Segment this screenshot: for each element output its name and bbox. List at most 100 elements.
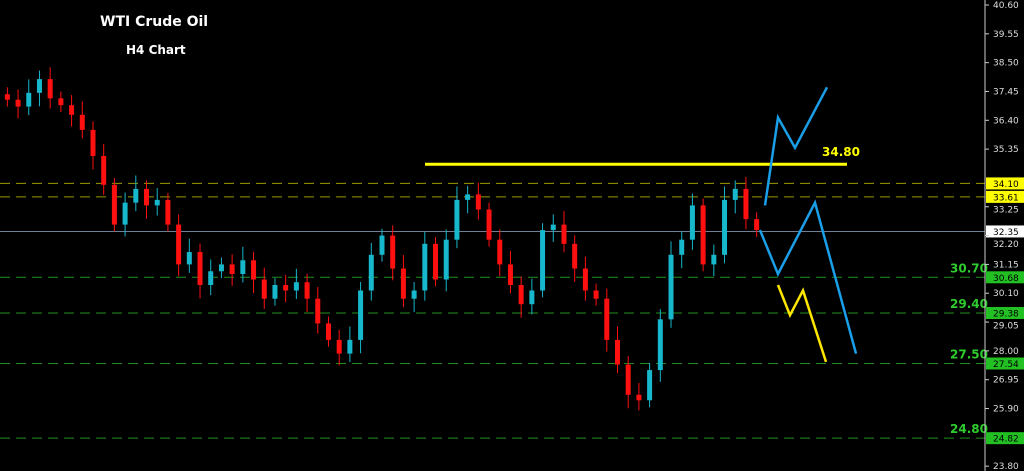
y-tick-label: 33.25 (993, 205, 1019, 215)
y-tick-label: 37.45 (993, 87, 1019, 97)
bear-candle (304, 282, 310, 299)
bear-candle (197, 252, 203, 285)
bear-candle (101, 155, 107, 185)
bear-candle (561, 224, 567, 244)
bear-candle (486, 209, 492, 240)
bear-candle (700, 205, 706, 265)
bull-candle (240, 260, 246, 275)
bull-candle (732, 188, 738, 200)
bear-candle (518, 284, 524, 305)
bear-candle (283, 284, 289, 291)
bear-candle (625, 364, 631, 395)
level-annotation: 29.40 (950, 297, 988, 311)
bear-candle (593, 290, 599, 299)
bull-candle (293, 282, 299, 291)
bear-candle (111, 184, 117, 225)
bear-candle (315, 298, 321, 324)
y-tick-label: 29.05 (993, 321, 1019, 331)
resistance-label: 34.80 (822, 145, 860, 159)
level-annotation: 24.80 (950, 422, 988, 436)
bull-candle (208, 271, 214, 285)
y-tick-label: 35.35 (993, 145, 1019, 155)
bull-candle (36, 79, 42, 93)
level-price-label: 27.54 (993, 360, 1019, 370)
level-price-tag (986, 271, 1024, 284)
bull-candle (540, 230, 546, 291)
bull-candle (133, 188, 139, 203)
bear-candle (636, 394, 642, 401)
level-price-tag (986, 306, 1024, 319)
level-price-label: 32.35 (993, 228, 1019, 238)
chart-subtitle: H4 Chart (126, 43, 186, 57)
y-tick-label: 36.40 (993, 116, 1019, 126)
y-tick-label: 32.20 (993, 240, 1019, 250)
bull-candle (465, 194, 471, 200)
bull-candle (550, 224, 556, 231)
bull-candle (154, 199, 160, 206)
level-price-label: 29.38 (993, 309, 1019, 319)
bear-candle (754, 219, 760, 231)
chart-title: WTI Crude Oil (100, 14, 209, 30)
bear-candle (176, 224, 182, 265)
level-price-tag (986, 225, 1024, 238)
bear-candle (475, 194, 481, 210)
bull-candle (689, 205, 695, 240)
level-price-tag (986, 177, 1024, 190)
bull-candle (411, 290, 417, 299)
bull-candle (711, 254, 717, 265)
bear-candle (336, 339, 342, 354)
bear-candle (58, 98, 64, 106)
bull-candle (647, 370, 653, 401)
bull-candle (443, 239, 449, 280)
y-tick-label: 40.60 (993, 1, 1019, 11)
y-tick-label: 31.15 (993, 260, 1019, 270)
bear-candle (614, 339, 620, 365)
bear-candle (79, 114, 85, 130)
bull-candle (368, 254, 374, 291)
bear-candle (433, 243, 439, 280)
bull-candle (26, 92, 32, 107)
level-price-label: 33.61 (993, 193, 1019, 203)
y-tick-label: 39.55 (993, 30, 1019, 40)
bull-candle (679, 239, 685, 255)
level-price-tag (986, 190, 1024, 203)
level-price-label: 30.68 (993, 274, 1019, 284)
bear-candle (47, 79, 53, 99)
level-price-label: 24.82 (993, 435, 1019, 445)
level-price-tag (986, 357, 1024, 370)
bear-candle (229, 264, 235, 275)
bull-candle (668, 254, 674, 320)
bull-candle (347, 339, 353, 354)
bull-candle (272, 284, 278, 299)
y-tick-label: 28.00 (993, 347, 1019, 357)
bear-candle (572, 243, 578, 269)
bear-candle (400, 268, 406, 299)
bear-candle (390, 235, 396, 269)
bear-candle (582, 268, 588, 291)
y-tick-label: 23.80 (993, 462, 1019, 471)
bull-candle (454, 199, 460, 240)
bull-candle (722, 199, 728, 255)
y-tick-label: 38.50 (993, 59, 1019, 69)
level-annotation: 27.50 (950, 347, 988, 361)
level-annotation: 30.70 (950, 261, 988, 275)
bear-candle (497, 239, 503, 265)
bear-candle (604, 298, 610, 340)
bear-candle (4, 94, 10, 100)
bear-candle (743, 188, 749, 220)
bear-candle (144, 188, 150, 206)
bear-candle (90, 129, 96, 156)
bear-candle (507, 264, 513, 285)
bear-candle (251, 260, 257, 280)
bull-candle (218, 264, 224, 272)
bear-candle (165, 199, 171, 225)
level-price-tag (986, 432, 1024, 445)
level-price-label: 34.10 (993, 180, 1019, 190)
bear-candle (261, 279, 267, 299)
y-tick-label: 25.90 (993, 405, 1019, 415)
bull-candle (186, 252, 192, 265)
bull-candle (529, 290, 535, 305)
y-tick-label: 30.10 (993, 289, 1019, 299)
bull-candle (122, 202, 128, 225)
